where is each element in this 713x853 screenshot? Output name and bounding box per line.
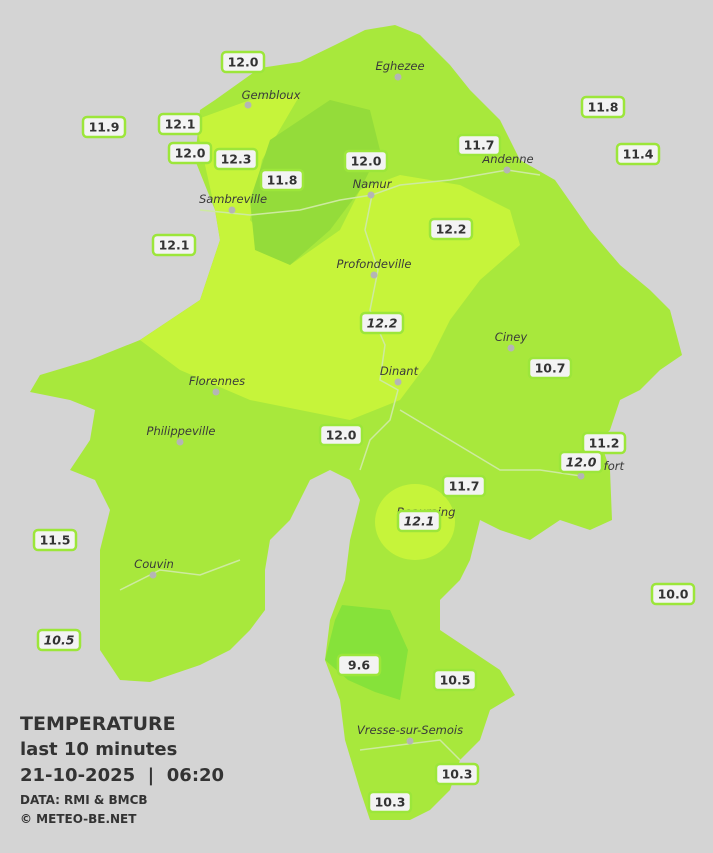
city-dot	[176, 438, 184, 446]
station-value: 11.7	[449, 479, 480, 494]
river	[359, 739, 461, 761]
city-name: Dinant	[380, 364, 419, 378]
city-name: Ciney	[495, 330, 528, 344]
station-value: 12.0	[351, 154, 382, 169]
city-dot	[394, 73, 402, 81]
legend-source: DATA: RMI & BMCB	[20, 793, 148, 807]
legend-credit: © METEO-BE.NET	[20, 812, 137, 826]
station-box	[396, 509, 442, 533]
warm-zone	[140, 95, 520, 420]
city-dot	[394, 378, 402, 386]
city-dot	[367, 191, 375, 199]
city-dot	[228, 206, 236, 214]
station-value: 11.9	[89, 120, 120, 135]
labels: EghezeeGemblouxAndenneNamurSambrevillePr…	[32, 50, 696, 814]
city-name: Gembloux	[242, 88, 301, 102]
city-dot	[577, 472, 585, 480]
station-box	[213, 147, 259, 171]
legend-title: TEMPERATURE	[20, 713, 176, 735]
station-box	[336, 653, 382, 677]
station-box	[434, 762, 480, 786]
station-value: 12.1	[165, 117, 196, 132]
city-dot	[503, 166, 511, 174]
station-value: 11.8	[588, 100, 619, 115]
legend-datetime: 21-10-2025 | 06:20	[20, 765, 224, 786]
station-value: 10.5	[440, 673, 471, 688]
station-value: 10.3	[375, 795, 406, 810]
city-name: Namur	[353, 177, 393, 191]
station-box	[615, 142, 661, 166]
city-name: Profondeville	[337, 257, 412, 271]
station-box	[580, 95, 626, 119]
station-value: 12.3	[221, 152, 252, 167]
station-box	[343, 149, 389, 173]
city-name: Philippeville	[147, 424, 216, 438]
city-dot	[370, 271, 378, 279]
station-value: 12.0	[228, 55, 259, 70]
station-value: 12.0	[566, 455, 597, 470]
city-dot	[507, 344, 515, 352]
station-box	[259, 168, 305, 192]
station-box	[441, 474, 487, 498]
rivers	[119, 169, 582, 761]
station-box	[32, 528, 78, 552]
station-box	[581, 431, 627, 455]
station-box	[359, 311, 405, 335]
station-value: 9.6	[348, 658, 370, 673]
station-box	[167, 141, 213, 165]
station-value: 10.0	[658, 587, 689, 602]
station-box	[36, 628, 82, 652]
station-value: 12.2	[436, 222, 467, 237]
station-box	[81, 115, 127, 139]
city-dot	[244, 101, 252, 109]
station-value: 12.0	[326, 428, 357, 443]
station-box	[432, 668, 478, 692]
station-value: 11.8	[267, 173, 298, 188]
station-box	[558, 450, 604, 474]
station-box	[151, 233, 197, 257]
province	[30, 25, 682, 820]
station-value: 11.2	[589, 436, 620, 451]
legend: TEMPERATURE last 10 minutes 21-10-2025 |…	[20, 713, 224, 826]
station-value: 12.0	[175, 146, 206, 161]
city-name: Sambreville	[199, 192, 267, 206]
station-box	[527, 356, 573, 380]
city-dot	[212, 388, 220, 396]
city-dot	[149, 571, 157, 579]
station-value: 10.7	[535, 361, 566, 376]
river	[359, 194, 399, 471]
station-box	[220, 50, 266, 74]
station-value: 11.5	[40, 533, 71, 548]
river	[399, 409, 582, 477]
station-value: 12.1	[159, 238, 190, 253]
city-name: Eghezee	[375, 59, 424, 73]
legend-period: last 10 minutes	[20, 739, 177, 760]
city-name: Couvin	[134, 557, 174, 571]
city-name: Florennes	[189, 374, 245, 388]
station-box	[157, 112, 203, 136]
station-value: 10.3	[442, 767, 473, 782]
station-value: 11.7	[464, 138, 495, 153]
city-name: Vresse-sur-Semois	[357, 723, 463, 737]
station-box	[318, 423, 364, 447]
river	[119, 559, 241, 591]
station-box	[367, 790, 413, 814]
station-box	[428, 217, 474, 241]
station-value: 12.2	[367, 316, 398, 331]
station-value: 11.4	[623, 147, 654, 162]
cool-zone	[250, 100, 380, 265]
station-box	[650, 582, 696, 606]
station-box	[456, 133, 502, 157]
city-dot	[406, 737, 414, 745]
station-value: 10.5	[44, 633, 75, 648]
station-value: 12.1	[404, 514, 435, 529]
